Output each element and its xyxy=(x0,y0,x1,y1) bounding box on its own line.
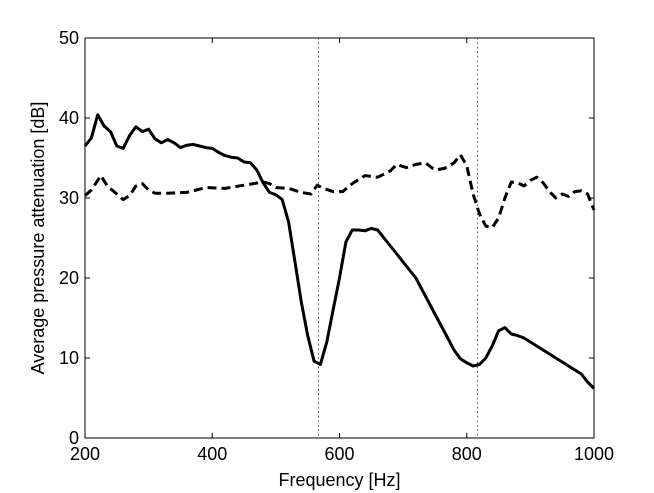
y-axis-label: Average pressure attenuation [dB] xyxy=(28,102,48,375)
y-tick-label: 20 xyxy=(59,268,79,288)
x-tick-label: 400 xyxy=(197,444,227,464)
plot-frame xyxy=(84,37,595,439)
axis-ticks: 200 400 600 800 1000 0 10 20 30 40 50 xyxy=(59,28,614,464)
x-tick-label: 1000 xyxy=(574,444,614,464)
series-line-1-solid xyxy=(83,113,596,390)
series-lines xyxy=(83,113,596,390)
y-tick-label: 10 xyxy=(59,348,79,368)
x-axis-label: Frequency [Hz] xyxy=(278,470,400,490)
y-tick-label: 50 xyxy=(59,28,79,48)
y-tick-label: 0 xyxy=(69,428,79,448)
series-line-2-dashed xyxy=(84,153,596,230)
y-tick-label: 30 xyxy=(59,188,79,208)
reference-lines xyxy=(318,38,479,438)
x-tick-label: 600 xyxy=(324,444,354,464)
x-tick-label: 200 xyxy=(70,444,100,464)
y-tick-label: 40 xyxy=(59,108,79,128)
x-tick-label: 800 xyxy=(452,444,482,464)
